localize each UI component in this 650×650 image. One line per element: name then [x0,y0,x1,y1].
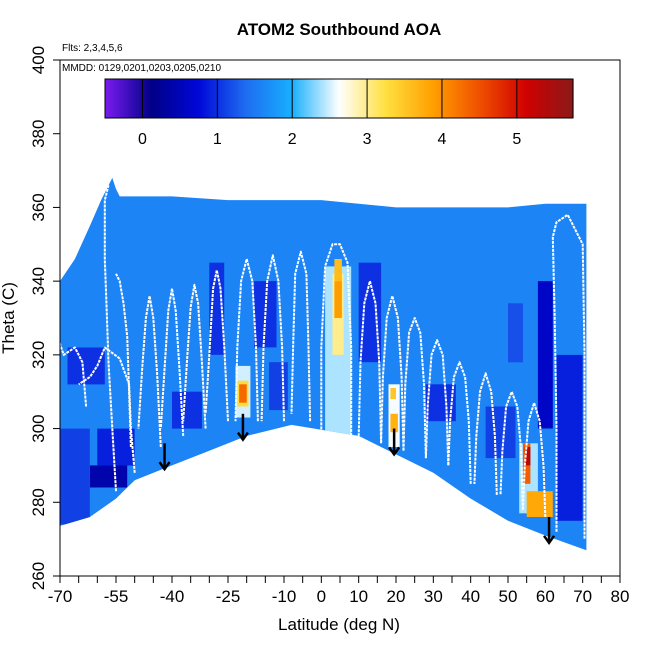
chart-title: ATOM2 Southbound AOA [237,20,442,39]
x-tick-label-7: 20 [387,587,406,606]
x-tick-label-2: -40 [160,587,185,606]
heat-cell-12 [524,447,531,466]
heatmap-layer [60,177,587,551]
tropopause-trace-1 [159,287,185,436]
heat-cell-26 [508,303,523,363]
tropopause-trace-5 [260,254,285,422]
x-tick-label-4: -10 [272,587,297,606]
colorbar-label-5: 5 [512,131,521,148]
x-tick-label-9: 40 [461,587,480,606]
y-axis: 260 280 300 320 340 360 380 400 [29,46,60,590]
colorbar-label-2: 2 [288,131,297,148]
x-tick-label-8: 30 [424,587,443,606]
arrow-0 [158,443,171,472]
heat-cell-16 [67,347,105,385]
y-tick-label-7: 400 [29,46,48,74]
heat-cell-17 [172,391,202,429]
heat-cell-5 [334,281,342,318]
heat-cell-2 [239,384,247,403]
y-tick-label-0: 260 [29,562,48,590]
colorbar: 0 1 2 3 4 5 [104,78,574,148]
colorbar-frame [104,78,574,119]
x-tick-label-11: 60 [536,587,555,606]
y-tick-label-5: 360 [29,193,48,221]
heat-cell-24 [537,281,553,429]
heat-cell-27 [60,428,90,525]
tropopause-trace-4 [234,258,259,422]
tropopause-trace-13 [473,372,498,495]
y-axis-label: Theta (C) [0,282,18,354]
flights-annotation: Flts: 2,3,4,5,6 [62,43,123,54]
x-tick-label-10: 50 [499,587,518,606]
tropopause-trace-6 [290,250,312,422]
dates-annotation: MMDD: 0129,0201,0203,0205,0210 [62,63,221,74]
arrow-3 [543,517,556,545]
tropopause-trace-10 [402,317,427,459]
x-tick-label-1: -55 [104,587,129,606]
tropopause-trace-12 [447,361,472,484]
heat-cell-23 [485,406,516,459]
tropopause-trace-7 [320,243,353,436]
colorbar-label-0: 0 [138,131,147,148]
x-tick-label-6: 10 [349,587,368,606]
x-tick-label-3: -25 [216,587,241,606]
x-tick-label-0: -70 [48,587,73,606]
heat-cell-21 [358,262,382,363]
heat-cell-15 [97,428,135,466]
arrows-layer [158,413,556,545]
tropopause-trace-15 [521,401,547,518]
tropopause-trace-9 [380,294,405,451]
x-tick-label-13: 80 [611,587,630,606]
heat-cell-6 [334,259,342,282]
tropopause-trace-0 [137,294,162,448]
colorbar-label-4: 4 [438,131,447,148]
colorbar-label-3: 3 [363,131,372,148]
x-axis: -70 -55 -40 -25 -10 0 10 20 30 40 50 60 70 80 [48,576,630,606]
heat-cell-13 [526,491,553,517]
x-tick-label-12: 70 [573,587,592,606]
tropopause-trace-20 [115,273,132,448]
tropopause-trace-8 [357,280,383,444]
colorbar-label-1: 1 [213,131,222,148]
tropopause-trace-18 [60,340,88,407]
tropopause-trace-16 [551,213,586,540]
heat-cell-20 [269,362,288,411]
y-tick-label-2: 300 [29,414,48,442]
y-tick-label-4: 340 [29,267,48,295]
tropopause-trace-11 [424,339,450,466]
arrow-2 [388,428,401,457]
tropopause-trace-19 [78,346,136,473]
heat-cell-25 [556,354,583,521]
x-axis-label: Latitude (deg N) [278,615,400,634]
tropopause-traces [60,185,586,540]
arrow-1 [236,413,249,442]
heat-cell-14 [89,465,128,488]
y-tick-label-3: 320 [29,341,48,369]
y-tick-label-6: 380 [29,120,48,148]
heat-background [60,177,587,551]
heat-cell-18 [209,262,225,355]
tropopause-trace-3 [204,269,229,422]
tropopause-trace-17 [103,185,117,492]
y-tick-label-1: 280 [29,488,48,516]
heat-cell-8 [390,413,398,433]
heat-cell-9 [390,388,396,400]
tropopause-trace-2 [182,283,207,429]
x-tick-label-5: 0 [317,587,326,606]
